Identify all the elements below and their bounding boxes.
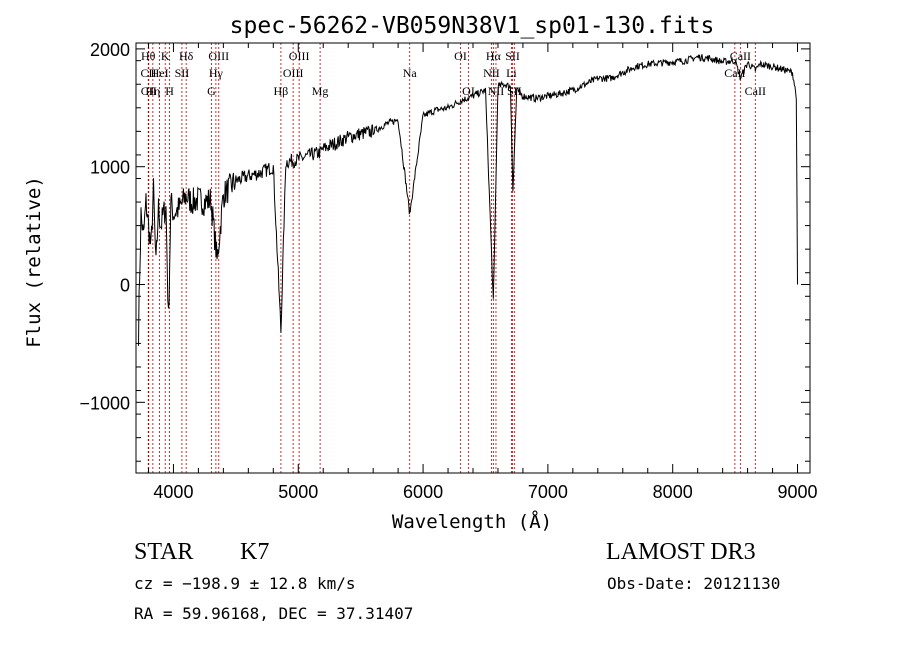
spectral-line-label: CaII — [730, 49, 751, 63]
spectral-line-label: Mg — [312, 84, 329, 98]
x-tick-label: 4000 — [153, 482, 193, 502]
y-tick-label: 2000 — [90, 40, 130, 60]
spectral-line-label: OIII — [289, 49, 310, 63]
spectral-line-label: Hη — [145, 84, 160, 98]
spectral-line-label: Na — [403, 66, 418, 80]
y-tick-label: 1000 — [90, 158, 130, 178]
x-tick-label: 9000 — [777, 482, 817, 502]
spectral-line-label: SII — [507, 84, 522, 98]
y-tick-label: −1000 — [79, 393, 130, 413]
object-subclass: K7 — [240, 539, 270, 565]
redshift-cz: cz = −198.9 ± 12.8 km/s — [134, 574, 356, 593]
spectral-line-label: Hγ — [209, 66, 224, 80]
spectral-line-label: OI — [462, 84, 475, 98]
object-class: STAR — [134, 539, 194, 565]
spectral-line-label: HeI — [151, 66, 169, 80]
x-tick-label: 8000 — [653, 482, 693, 502]
spectral-line-label: Hθ — [141, 49, 156, 63]
axis-ticks: 4000 5000 6000 7000 8000 9000 −1000 0 1000 2000 — [79, 40, 817, 502]
plot-frame — [135, 42, 811, 474]
x-tick-label: 5000 — [278, 482, 318, 502]
x-tick-label: 6000 — [403, 482, 443, 502]
spectral-line-label: NII — [483, 66, 500, 80]
spectral-line-label: K — [161, 49, 170, 63]
x-tick-label: 7000 — [528, 482, 568, 502]
spectral-line-markers — [147, 43, 756, 473]
chart-title: spec-56262-VB059N38V1_sp01-130.fits — [230, 13, 715, 39]
spectral-line-label: Hα — [486, 49, 502, 63]
spectral-line-label: CaII — [724, 66, 745, 80]
spectral-line-label: H — [165, 84, 174, 98]
spectral-line-label: OI — [454, 49, 467, 63]
spectral-line-label: Hβ — [274, 84, 289, 98]
ra-dec-coordinates: RA = 59.96168, DEC = 37.31407 — [134, 604, 414, 623]
spectral-line-label: OIII — [283, 66, 304, 80]
spectral-line-label: CaII — [745, 84, 766, 98]
spectral-line-label: SII — [505, 49, 520, 63]
spectral-line-label: SII — [175, 66, 190, 80]
spectral-line-label: Hδ — [179, 49, 194, 63]
x-axis-label: Wavelength (Å) — [392, 510, 552, 533]
observation-date: Obs-Date: 20121130 — [607, 574, 781, 593]
y-tick-label: 0 — [120, 276, 130, 296]
spectral-line-label: Li — [506, 66, 517, 80]
spectral-line-label: NII — [488, 84, 505, 98]
spectral-line-label: OIII — [208, 49, 229, 63]
spectral-line-label: G — [207, 84, 216, 98]
spectrum-series-line — [138, 53, 798, 346]
survey-name: LAMOST DR3 — [606, 539, 756, 565]
y-axis-label: Flux (relative) — [23, 176, 45, 348]
spectral-line-label: CII — [141, 84, 157, 98]
spectral-line-label: CII — [140, 66, 156, 80]
